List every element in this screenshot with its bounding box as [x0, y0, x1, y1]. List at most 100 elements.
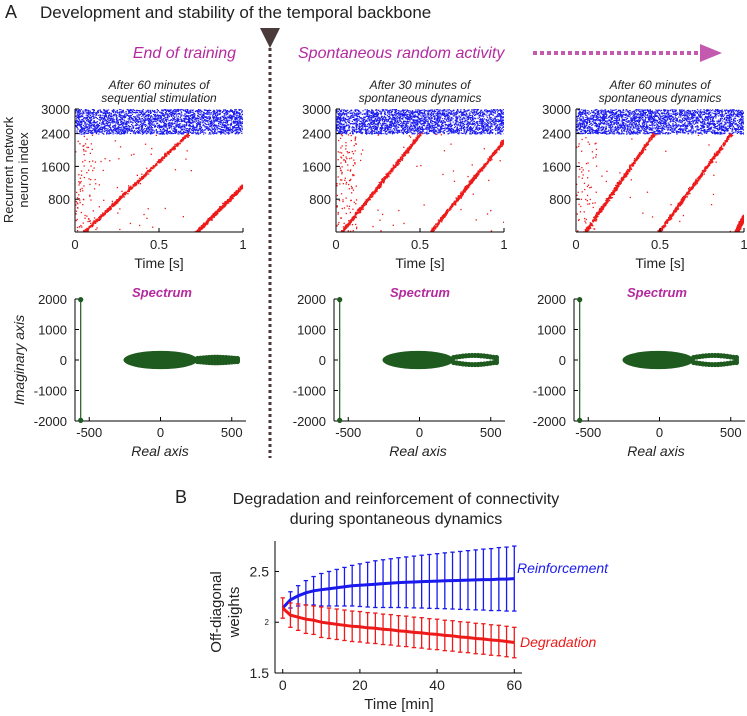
spectrum-2-xlabel: Real axis [389, 443, 447, 459]
raster-3-sequence-1 [583, 132, 656, 232]
raster-y-tick-label: 3000 [41, 102, 70, 117]
series-reinforcement [281, 545, 517, 612]
raster-y-tick-label: 2400 [542, 127, 571, 142]
spectrum-y-tick-label: -2000 [293, 414, 326, 429]
raster-x-tick-label: 0 [332, 237, 339, 252]
spectrum-y-tick-label: 0 [559, 353, 566, 368]
raster-y-tick-label: 2400 [302, 127, 331, 142]
spectrum-bulk [382, 350, 454, 370]
panel-b-title-line1: Degradation and reinforcement of connect… [233, 491, 559, 508]
spectrum-outlier-point [337, 297, 343, 303]
panel-b-title-line2: during spontaneous dynamics [290, 511, 503, 528]
spectrum-x-tick-label: 0 [157, 425, 164, 440]
reinforcement-label: Reinforcement [517, 560, 609, 576]
spectrum-y-tick-label: 1000 [537, 323, 566, 338]
panel-a-letter: A [5, 2, 17, 22]
end-of-training-label: End of training [133, 45, 236, 62]
spectrum-outlier-point [78, 297, 84, 303]
spectrum-y-tick-label: -1000 [533, 384, 566, 399]
raster-3-sequence-3 [733, 214, 744, 232]
raster-y-tick-label: 2400 [41, 127, 70, 142]
training-divider [260, 28, 280, 458]
spectrum-outlier-point [337, 417, 343, 423]
weights-ylabel-line2: weights [226, 587, 243, 639]
spectrum-y-tick-label: 1000 [38, 323, 67, 338]
spectrum-x-tick-label: 500 [480, 425, 502, 440]
weights-plot: 0 20 40 60 2.5 2 1.5 [250, 541, 522, 693]
spectrum-x-tick-label: 500 [720, 425, 742, 440]
spectrum-y-tick-label: 0 [60, 353, 67, 368]
raster-x-tick-label: 1 [500, 237, 507, 252]
spectrum-y-tick-label: 2000 [537, 292, 566, 307]
weights-y-tick-label: 2 [265, 618, 270, 627]
spontaneous-activity-label: Spontaneous random activity [298, 45, 505, 62]
raster-x-tick-label: 0.5 [150, 237, 168, 252]
series-line [281, 606, 515, 644]
spectrum-y-tick-label: 2000 [297, 292, 326, 307]
series-degradation [280, 597, 517, 659]
spectrum-plot-3: -500 0 500 2000 1000 0 -1000 -2000 [533, 292, 745, 440]
raster-noise [336, 133, 504, 232]
raster-x-tick-label: 1 [239, 237, 246, 252]
spectrum-x-tick-label: 500 [221, 425, 243, 440]
spectrum-1-title: Spectrum [132, 285, 192, 300]
spectrum-x-tick-label: 0 [416, 425, 423, 440]
raster-y-tick-label: 800 [309, 192, 331, 207]
raster-1-xlabel: Time [s] [134, 255, 183, 271]
spectrum-tail [691, 352, 740, 368]
raster-x-tick-label: 0.5 [651, 237, 669, 252]
spectrum-3-xlabel: Real axis [627, 443, 685, 459]
raster-2-title-line2: spontaneous dynamics [359, 91, 482, 105]
weights-x-tick-label: 0 [279, 677, 287, 693]
weights-y-tick-label: 2.5 [250, 563, 270, 579]
raster-y-tick-label: 800 [48, 192, 70, 207]
raster-plot-3: 0 0.5 1 3000 2400 1600 800 [542, 102, 747, 252]
raster-plot-1: 0 0.5 1 3000 2400 1600 800 [41, 102, 247, 252]
spectrum-3-title: Spectrum [627, 285, 687, 300]
raster-2-sequence-2 [430, 139, 504, 232]
degradation-label: Degradation [520, 634, 596, 650]
spectrum-bulk [123, 350, 198, 370]
spectrum-bulk [622, 350, 694, 370]
spectrum-tail [194, 354, 241, 366]
raster-2-sequence-1 [340, 132, 424, 232]
raster-dots [576, 109, 744, 232]
spectrum-tail [451, 352, 500, 368]
raster-3-title-line1: After 60 minutes of [609, 78, 712, 92]
weights-x-tick-label: 60 [506, 677, 522, 693]
raster-2-title-line1: After 30 minutes of [369, 78, 472, 92]
panel-a-title: Development and stability of the tempora… [40, 3, 431, 22]
raster-x-tick-label: 0 [572, 237, 579, 252]
raster-y-tick-label: 3000 [542, 102, 571, 117]
raster-y-tick-label: 1600 [542, 159, 571, 174]
spectrum-y-tick-label: -2000 [34, 414, 67, 429]
spectrum-plot-2: -500 0 500 2000 1000 0 -1000 -2000 [293, 292, 505, 440]
series-line [281, 577, 515, 610]
spectrum-ylabel: Imaginary axis [11, 315, 27, 405]
panel-b-letter: B [175, 487, 187, 507]
spectrum-outlier-point [78, 417, 84, 423]
raster-1-title-line1: After 60 minutes of [108, 78, 211, 92]
raster-y-tick-label: 1600 [302, 159, 331, 174]
spectrum-y-tick-label: -1000 [293, 384, 326, 399]
spectrum-x-tick-label: 0 [656, 425, 663, 440]
raster-3-sequence-2 [657, 133, 734, 232]
raster-noise [576, 134, 731, 232]
raster-y-tick-label: 3000 [302, 102, 331, 117]
raster-1-sequence-1 [82, 133, 190, 232]
spectrum-x-tick-label: -500 [335, 425, 361, 440]
raster-plot-2: 0 0.5 1 3000 2400 1600 800 [302, 102, 508, 252]
spectrum-outlier-point [577, 297, 583, 303]
raster-y-tick-label: 800 [549, 192, 571, 207]
spectrum-x-tick-label: -500 [575, 425, 601, 440]
spectrum-1-xlabel: Real axis [131, 443, 189, 459]
weights-xlabel: Time [min] [364, 696, 433, 713]
spectrum-2-title: Spectrum [390, 285, 450, 300]
raster-y-tick-label: 1600 [41, 159, 70, 174]
magenta-arrow [533, 44, 722, 62]
spectrum-y-tick-label: -2000 [533, 414, 566, 429]
weights-x-tick-label: 20 [352, 677, 368, 693]
spectrum-plot-1: -500 0 500 2000 1000 0 -1000 -2000 [34, 292, 246, 440]
raster-x-tick-label: 1 [740, 237, 747, 252]
